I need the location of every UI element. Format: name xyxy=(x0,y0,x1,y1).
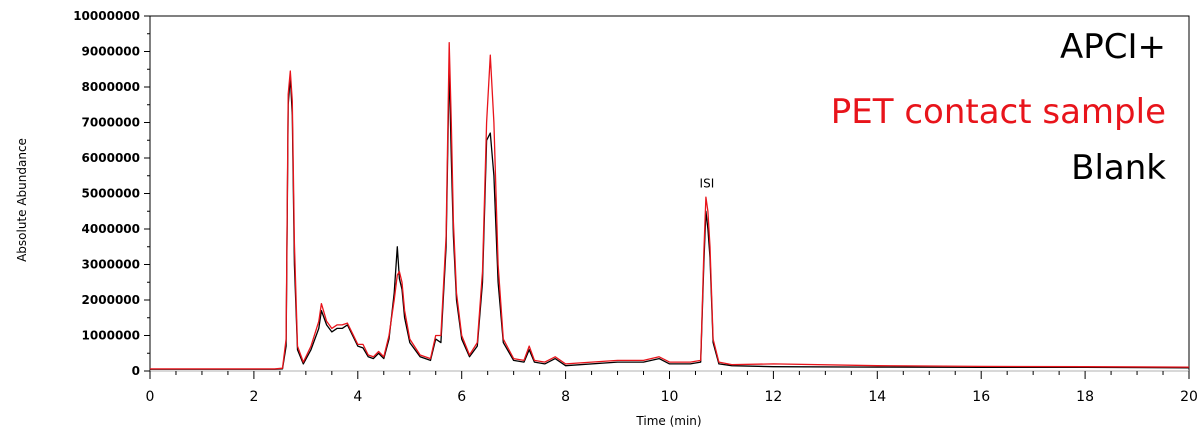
labels-layer: 0 1000000 2000000 3000000 4000000 5000000 6000… xyxy=(73,9,1198,405)
legend-entry-blank: Blank xyxy=(1071,148,1166,188)
y-tick-label: 10000000 xyxy=(73,9,140,23)
y-tick-label: 3000000 xyxy=(82,258,140,272)
legend-heading: APCI+ xyxy=(1060,27,1166,67)
y-tick-label: 1000000 xyxy=(82,329,140,343)
x-tick-label: 6 xyxy=(457,389,466,405)
plot-frame xyxy=(149,15,1190,372)
x-tick-label: 18 xyxy=(1076,389,1094,405)
series-layer xyxy=(150,41,1190,370)
peak-annotation: ISI xyxy=(700,177,715,191)
y-tick-label: 7000000 xyxy=(82,116,140,130)
x-tick-label: 16 xyxy=(972,389,990,405)
y-tick-label: 4000000 xyxy=(82,222,140,236)
y-tick-label: 5000000 xyxy=(82,187,140,201)
x-tick-label: 2 xyxy=(249,389,258,405)
axes-layer xyxy=(144,15,1190,379)
y-tick-label: 9000000 xyxy=(82,45,140,59)
y-tick-label: 8000000 xyxy=(82,80,140,94)
y-tick-label: 6000000 xyxy=(82,151,140,165)
legend: APCI+ PET contact sample Blank xyxy=(831,27,1167,188)
x-tick-label: 8 xyxy=(561,389,570,405)
y-tick-label: 0 xyxy=(132,364,140,378)
x-axis-title: Time (min) xyxy=(635,414,701,428)
series-line-pet-contact-sample xyxy=(150,41,1190,370)
x-tick-label: 10 xyxy=(661,389,679,405)
legend-entry-pet-contact-sample: PET contact sample xyxy=(831,92,1166,132)
y-tick-label: 2000000 xyxy=(82,293,140,307)
y-axis-title: Absolute Abundance xyxy=(15,138,29,262)
x-tick-label: 4 xyxy=(353,389,362,405)
x-tick-label: 0 xyxy=(146,389,155,405)
x-tick-label: 12 xyxy=(764,389,782,405)
x-tick-label: 20 xyxy=(1180,389,1198,405)
x-tick-label: 14 xyxy=(868,389,886,405)
